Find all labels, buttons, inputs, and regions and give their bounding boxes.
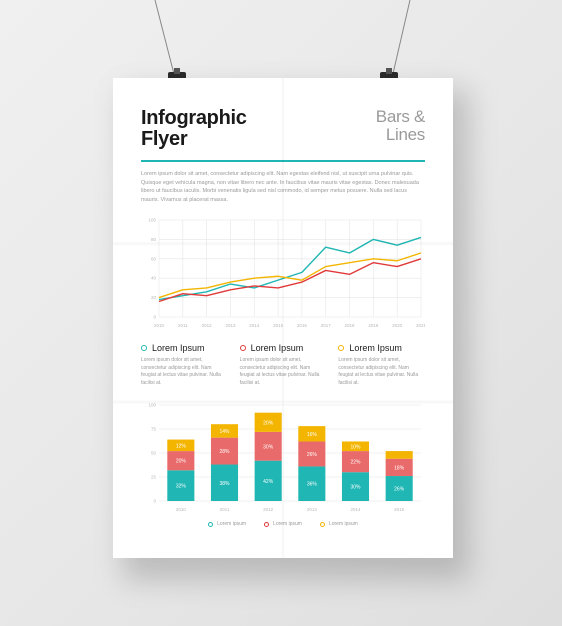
- svg-text:28%: 28%: [219, 449, 230, 455]
- column-header: Lorem Ipsum: [338, 343, 425, 353]
- legend-item: Lorem ipsum: [264, 521, 302, 527]
- column-header: Lorem Ipsum: [141, 343, 228, 353]
- three-columns: Lorem Ipsum Lorem ipsum dolor sit amet, …: [141, 343, 425, 387]
- column-header: Lorem Ipsum: [240, 343, 327, 353]
- svg-text:2015: 2015: [273, 323, 284, 328]
- svg-text:50: 50: [151, 451, 157, 456]
- column-text: Lorem ipsum dolor sit amet, consectetur …: [141, 357, 228, 387]
- svg-text:16%: 16%: [307, 432, 318, 438]
- title-line-2: Flyer: [141, 129, 247, 150]
- svg-text:2013: 2013: [307, 507, 318, 512]
- chart-legend: Lorem ipsum Lorem ipsum Lorem ipsum: [141, 521, 425, 527]
- svg-text:38%: 38%: [219, 481, 230, 487]
- poster-header: Infographic Flyer Bars & Lines: [141, 108, 425, 150]
- subtitle-line-1: Bars &: [376, 108, 425, 126]
- svg-text:26%: 26%: [394, 487, 405, 493]
- svg-text:100: 100: [148, 218, 156, 223]
- svg-text:32%: 32%: [176, 484, 187, 490]
- legend-item: Lorem ipsum: [208, 521, 246, 527]
- svg-text:100: 100: [148, 403, 156, 408]
- svg-text:2010: 2010: [154, 323, 165, 328]
- svg-text:2018: 2018: [345, 323, 356, 328]
- legend-label: Lorem ipsum: [217, 521, 246, 527]
- column-text: Lorem ipsum dolor sit amet, consectetur …: [240, 357, 327, 387]
- title-sub: Bars & Lines: [376, 108, 425, 144]
- bullet-ring-icon: [141, 345, 147, 351]
- info-column: Lorem Ipsum Lorem ipsum dolor sit amet, …: [338, 343, 425, 387]
- svg-text:0: 0: [153, 499, 156, 504]
- infographic-poster: Infographic Flyer Bars & Lines Lorem ips…: [113, 78, 453, 558]
- svg-text:2016: 2016: [297, 323, 308, 328]
- svg-text:2021: 2021: [416, 323, 425, 328]
- header-divider: [141, 160, 425, 162]
- svg-text:18%: 18%: [394, 465, 405, 471]
- column-title: Lorem Ipsum: [349, 343, 402, 353]
- svg-text:10%: 10%: [350, 444, 361, 450]
- svg-text:75: 75: [151, 427, 157, 432]
- title-line-1: Infographic: [141, 108, 247, 129]
- svg-text:2012: 2012: [263, 507, 274, 512]
- bullet-ring-icon: [338, 345, 344, 351]
- column-text: Lorem ipsum dolor sit amet, consectetur …: [338, 357, 425, 387]
- svg-text:2013: 2013: [225, 323, 236, 328]
- bullet-ring-icon: [240, 345, 246, 351]
- svg-text:2010: 2010: [176, 507, 187, 512]
- svg-text:36%: 36%: [307, 482, 318, 488]
- legend-ring-icon: [264, 522, 269, 527]
- svg-text:2020: 2020: [392, 323, 403, 328]
- svg-text:2012: 2012: [202, 323, 213, 328]
- svg-text:2019: 2019: [368, 323, 379, 328]
- legend-item: Lorem ipsum: [320, 521, 358, 527]
- svg-text:20%: 20%: [263, 420, 274, 426]
- subtitle-line-2: Lines: [376, 126, 425, 144]
- column-title: Lorem Ipsum: [251, 343, 304, 353]
- svg-text:26%: 26%: [307, 452, 318, 458]
- line-chart: 2010 2011 2012 2013 2014 2015 2016 2017 2018 2019…: [141, 214, 425, 329]
- svg-text:30%: 30%: [350, 485, 361, 491]
- svg-text:20%: 20%: [176, 459, 187, 465]
- svg-text:60: 60: [151, 256, 157, 261]
- info-column: Lorem Ipsum Lorem ipsum dolor sit amet, …: [240, 343, 327, 387]
- svg-text:20: 20: [151, 295, 157, 300]
- title-main: Infographic Flyer: [141, 108, 247, 150]
- svg-text:12%: 12%: [176, 443, 187, 449]
- svg-text:40: 40: [151, 276, 157, 281]
- info-column: Lorem Ipsum Lorem ipsum dolor sit amet, …: [141, 343, 228, 387]
- legend-ring-icon: [320, 522, 325, 527]
- svg-text:80: 80: [151, 237, 157, 242]
- svg-text:42%: 42%: [263, 479, 274, 485]
- legend-label: Lorem ipsum: [273, 521, 302, 527]
- bar-chart: 0 25 50 75 100 32% 20% 12% 2010 38% 28% 14% 2011 42% 3…: [141, 401, 425, 513]
- svg-text:2011: 2011: [178, 323, 188, 328]
- svg-text:2014: 2014: [350, 507, 361, 512]
- svg-text:2017: 2017: [321, 323, 332, 328]
- svg-text:0: 0: [153, 315, 156, 320]
- intro-paragraph: Lorem ipsum dolor sit amet, consectetur …: [141, 170, 425, 204]
- svg-text:14%: 14%: [219, 429, 230, 435]
- svg-text:2011: 2011: [220, 507, 230, 512]
- column-title: Lorem Ipsum: [152, 343, 205, 353]
- legend-label: Lorem ipsum: [329, 521, 358, 527]
- svg-text:22%: 22%: [350, 460, 361, 466]
- svg-text:2014: 2014: [249, 323, 260, 328]
- svg-text:30%: 30%: [263, 444, 274, 450]
- legend-ring-icon: [208, 522, 213, 527]
- svg-text:2015: 2015: [394, 507, 405, 512]
- svg-text:25: 25: [151, 475, 157, 480]
